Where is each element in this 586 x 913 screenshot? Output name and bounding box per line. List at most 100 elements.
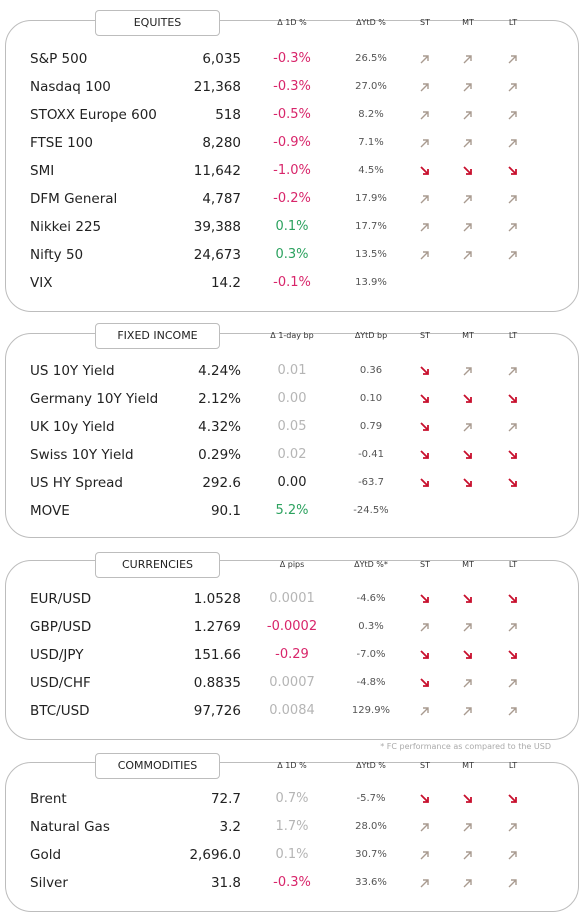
row-ytd: 13.5% xyxy=(355,249,387,260)
row-change: 0.0084 xyxy=(269,703,315,718)
trend-arrow xyxy=(420,366,429,375)
row-ytd: 28.0% xyxy=(355,821,387,832)
row-name: BTC/USD xyxy=(30,703,90,719)
trend-arrow xyxy=(508,851,517,860)
row-change: 0.7% xyxy=(275,791,309,806)
trend-arrow xyxy=(508,478,517,487)
row-ytd: 4.5% xyxy=(358,165,384,176)
trend-arrow xyxy=(463,166,472,175)
trend-arrow xyxy=(420,111,429,120)
trend-arrow xyxy=(508,650,517,659)
trend-arrow xyxy=(420,195,429,204)
row-level: 151.66 xyxy=(193,647,241,663)
section-box xyxy=(5,762,579,912)
section-title: COMMODITIES xyxy=(95,753,220,779)
row-level: 0.8835 xyxy=(193,675,241,691)
trend-arrow xyxy=(463,650,472,659)
trend-arrow xyxy=(508,394,517,403)
trend-arrow xyxy=(463,707,472,716)
trend-arrow xyxy=(420,678,429,687)
row-ytd: 17.9% xyxy=(355,193,387,204)
row-ytd: 129.9% xyxy=(351,705,391,716)
trend-arrow xyxy=(463,139,472,148)
trend-arrow xyxy=(463,823,472,832)
row-change: -0.5% xyxy=(273,107,311,122)
trend-arrow xyxy=(420,394,429,403)
row-name: Gold xyxy=(30,847,62,863)
row-ytd: 0.79 xyxy=(359,421,383,432)
column-header: ST xyxy=(420,331,430,340)
trend-arrow xyxy=(420,251,429,260)
column-header: Δ 1D % xyxy=(277,18,307,27)
row-change: 5.2% xyxy=(275,503,309,518)
row-level: 518 xyxy=(215,107,241,123)
trend-arrow xyxy=(420,223,429,232)
trend-arrow xyxy=(508,166,517,175)
trend-arrow xyxy=(463,851,472,860)
trend-arrow xyxy=(463,794,472,803)
row-ytd: 13.9% xyxy=(355,277,387,288)
row-level: 4.24% xyxy=(198,363,241,379)
row-ytd: 26.5% xyxy=(355,53,387,64)
trend-arrow xyxy=(420,139,429,148)
row-level: 1.2769 xyxy=(193,619,241,635)
row-level: 2.12% xyxy=(198,391,241,407)
row-name: Silver xyxy=(30,875,68,891)
section-box xyxy=(5,560,579,740)
column-header: Δ 1-day bp xyxy=(270,331,314,340)
row-change: -0.3% xyxy=(273,79,311,94)
trend-arrow xyxy=(463,251,472,260)
row-ytd: 33.6% xyxy=(355,877,387,888)
row-change: 0.0001 xyxy=(269,591,315,606)
section-title: FIXED INCOME xyxy=(95,323,220,349)
column-header: ST xyxy=(420,18,430,27)
trend-arrow xyxy=(463,623,472,632)
row-level: 97,726 xyxy=(193,703,241,719)
trend-arrow xyxy=(508,223,517,232)
row-ytd: 27.0% xyxy=(355,81,387,92)
row-change: 0.0007 xyxy=(269,675,315,690)
column-header: LT xyxy=(508,560,518,569)
row-name: MOVE xyxy=(30,503,70,519)
trend-arrow xyxy=(508,367,517,376)
row-change: 0.3% xyxy=(275,247,309,262)
trend-arrow xyxy=(463,111,472,120)
row-ytd: -24.5% xyxy=(353,505,389,516)
column-header: ST xyxy=(420,560,430,569)
trend-arrow xyxy=(420,623,429,632)
row-change: 0.1% xyxy=(275,847,309,862)
trend-arrow xyxy=(508,423,517,432)
trend-arrow xyxy=(508,251,517,260)
row-ytd: 30.7% xyxy=(355,849,387,860)
row-level: 2,696.0 xyxy=(189,847,241,863)
row-change: 0.02 xyxy=(277,447,307,462)
trend-arrow xyxy=(508,707,517,716)
footnote: * FC performance as compared to the USD xyxy=(380,742,551,751)
row-change: 0.05 xyxy=(277,419,307,434)
row-change: 0.00 xyxy=(277,391,307,406)
trend-arrow xyxy=(420,794,429,803)
trend-arrow xyxy=(463,879,472,888)
trend-arrow xyxy=(463,223,472,232)
row-level: 4.32% xyxy=(198,419,241,435)
row-ytd: -63.7 xyxy=(358,477,384,488)
column-header: Δ 1D % xyxy=(277,761,307,770)
row-ytd: 8.2% xyxy=(358,109,384,120)
trend-arrow xyxy=(420,55,429,64)
trend-arrow xyxy=(508,623,517,632)
row-level: 0.29% xyxy=(198,447,241,463)
row-name: Brent xyxy=(30,791,67,807)
trend-arrow xyxy=(463,594,472,603)
row-level: 24,673 xyxy=(193,247,241,263)
trend-arrow xyxy=(463,423,472,432)
row-change: -0.2% xyxy=(273,191,311,206)
row-name: USD/CHF xyxy=(30,675,91,691)
section-box xyxy=(5,333,579,538)
trend-arrow xyxy=(420,879,429,888)
row-name: UK 10y Yield xyxy=(30,419,115,435)
row-ytd: 0.10 xyxy=(359,393,383,404)
row-name: USD/JPY xyxy=(30,647,84,663)
row-name: S&P 500 xyxy=(30,51,88,67)
section-title: EQUITES xyxy=(95,10,220,36)
